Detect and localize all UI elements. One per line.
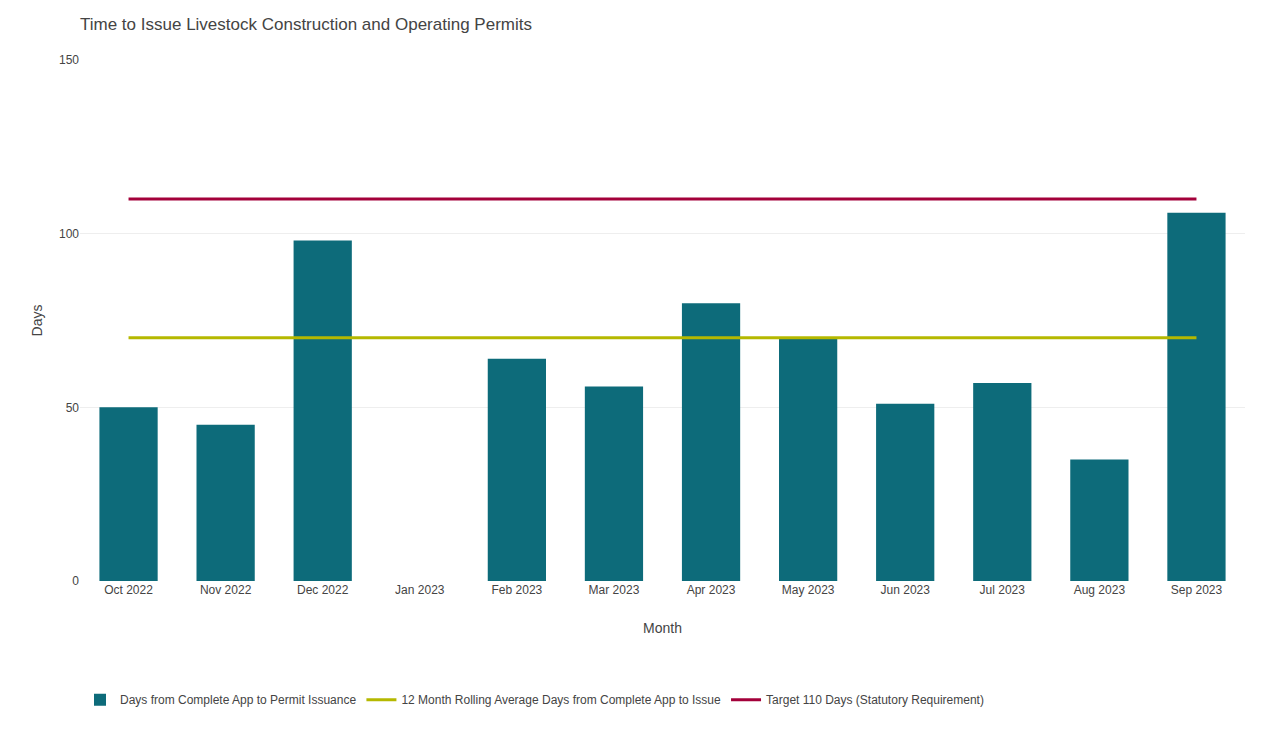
svg-text:Mar 2023: Mar 2023 — [589, 583, 640, 597]
svg-text:Jan 2023: Jan 2023 — [395, 583, 445, 597]
svg-text:Oct 2022: Oct 2022 — [104, 583, 153, 597]
svg-text:150: 150 — [59, 53, 79, 67]
svg-text:50: 50 — [66, 401, 80, 415]
svg-text:0: 0 — [72, 574, 79, 588]
svg-text:Dec 2022: Dec 2022 — [297, 583, 349, 597]
svg-text:Days: Days — [29, 305, 45, 337]
svg-text:Time to Issue Livestock Constr: Time to Issue Livestock Construction and… — [80, 15, 532, 34]
svg-text:Jul 2023: Jul 2023 — [980, 583, 1026, 597]
svg-text:Target 110 Days (Statutory Req: Target 110 Days (Statutory Requirement) — [766, 693, 984, 707]
svg-text:May 2023: May 2023 — [782, 583, 835, 597]
svg-text:Month: Month — [643, 620, 682, 636]
svg-text:Jun 2023: Jun 2023 — [881, 583, 931, 597]
svg-text:Apr 2023: Apr 2023 — [687, 583, 736, 597]
svg-text:12 Month Rolling Average Days: 12 Month Rolling Average Days from Compl… — [401, 693, 721, 707]
svg-text:Nov 2022: Nov 2022 — [200, 583, 252, 597]
svg-text:Aug 2023: Aug 2023 — [1074, 583, 1126, 597]
svg-text:100: 100 — [59, 227, 79, 241]
svg-text:Days from Complete App to Perm: Days from Complete App to Permit Issuanc… — [120, 693, 356, 707]
svg-text:Feb 2023: Feb 2023 — [492, 583, 543, 597]
svg-text:Sep 2023: Sep 2023 — [1171, 583, 1223, 597]
